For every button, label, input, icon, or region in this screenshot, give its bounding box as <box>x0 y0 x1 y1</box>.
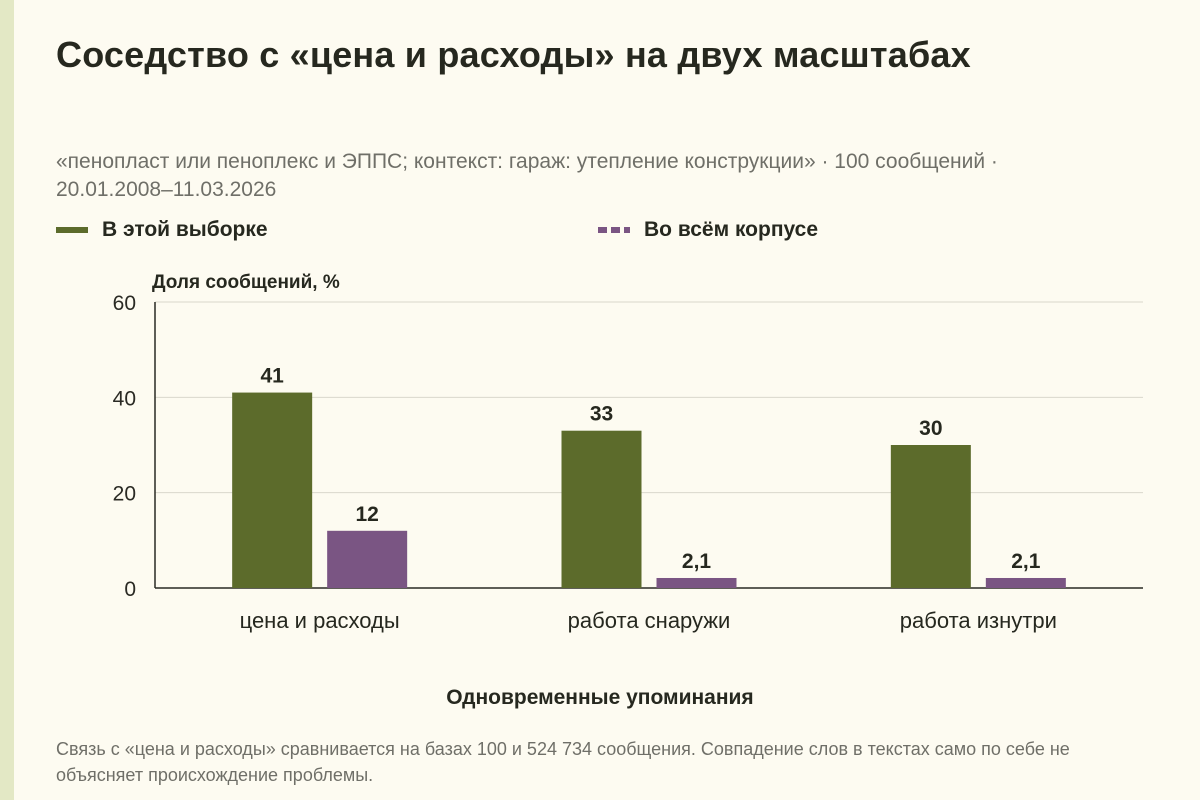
data-label: 30 <box>919 417 942 440</box>
bar-corpus <box>327 530 408 588</box>
x-tick-label: цена и расходы <box>240 608 400 633</box>
data-label: 33 <box>590 403 613 426</box>
legend-swatch-corpus <box>598 227 630 233</box>
footnote: Связь с «цена и расходы» сравнивается на… <box>56 739 1070 785</box>
left-accent-strip <box>0 0 14 800</box>
bar-layer <box>232 392 1066 588</box>
chart-title: Соседство с «цена и расходы» на двух мас… <box>56 34 971 75</box>
data-label: 12 <box>355 503 378 526</box>
chart-subtitle: «пенопласт или пеноплекс и ЭППС; контекс… <box>56 150 998 201</box>
data-label: 41 <box>260 365 284 388</box>
legend-label-corpus: Во всём корпусе <box>644 218 819 241</box>
data-label: 2,1 <box>1011 550 1041 573</box>
legend-swatch-sample <box>56 227 88 233</box>
label-layer: 0 20 40 60 41 12 цена и расходы 33 2,1 работа сна… <box>113 292 1057 633</box>
grid-layer <box>154 301 1143 589</box>
y-tick-label: 20 <box>113 483 136 506</box>
x-tick-label: работа снаружи <box>568 608 731 633</box>
bar-corpus <box>656 577 737 588</box>
legend-item-sample: В этой выборке <box>56 218 268 242</box>
y-axis-title: Доля сообщений, % <box>152 272 340 293</box>
bar-sample <box>890 445 971 588</box>
legend-label-sample: В этой выборке <box>102 218 268 241</box>
bar-sample <box>232 392 313 588</box>
data-label: 2,1 <box>682 550 712 573</box>
y-tick-label: 60 <box>113 292 136 315</box>
legend-item-corpus: Во всём корпусе <box>598 218 818 242</box>
bar-corpus <box>985 577 1066 588</box>
x-axis-title: Одновременные упоминания <box>446 686 754 709</box>
y-tick-label: 40 <box>113 387 136 410</box>
bar-sample <box>561 430 642 588</box>
x-tick-label: работа изнутри <box>900 608 1057 633</box>
y-tick-label: 0 <box>124 578 136 601</box>
